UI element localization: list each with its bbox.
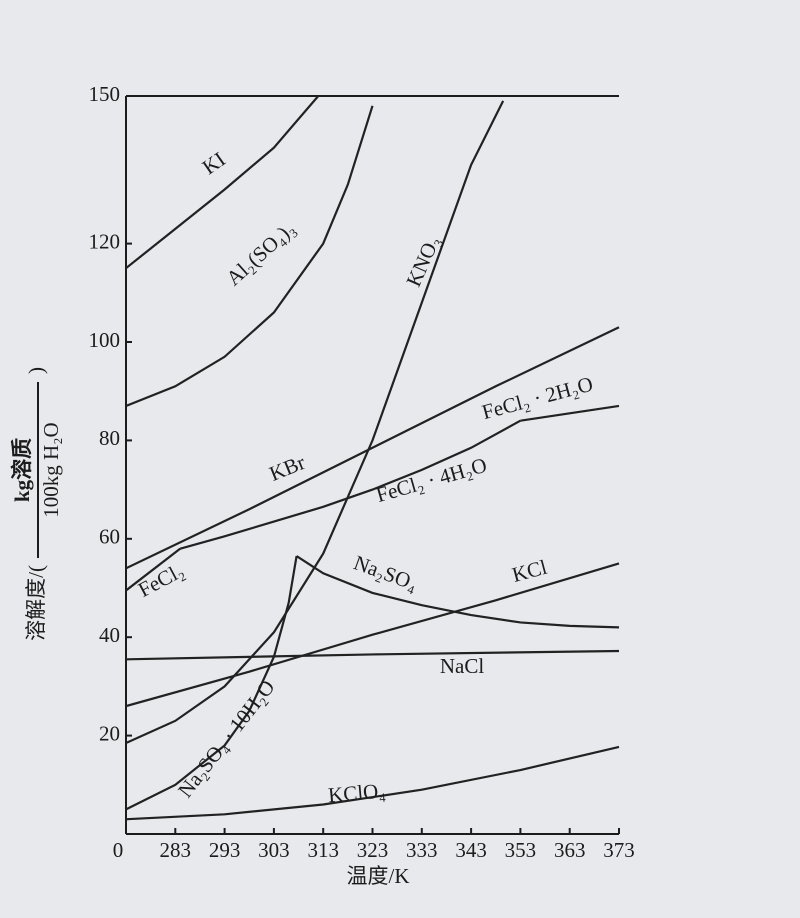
y-tick-label: 60: [99, 525, 120, 549]
x-tick-label: 363: [554, 838, 586, 862]
y-label-prefix: 溶解度/(: [24, 565, 48, 641]
x-tick-label: 313: [307, 838, 339, 862]
x-tick-label: 333: [406, 838, 438, 862]
y-label-suffix: ): [24, 367, 48, 374]
curve: [126, 555, 298, 811]
y-tick-label: 120: [89, 229, 121, 253]
curve: [126, 105, 374, 407]
curve-label: KClO₄: [327, 778, 386, 807]
curve: [126, 326, 620, 570]
x-tick-label: 353: [505, 838, 537, 862]
x-tick-label: 303: [258, 838, 290, 862]
curve: [126, 100, 505, 744]
x-axis-label: 温度/K: [347, 864, 410, 888]
curve: [126, 547, 181, 592]
x-tick-label: 293: [209, 838, 241, 862]
y-tick-label: 150: [89, 82, 121, 106]
curve: [126, 96, 320, 270]
x-tick-label: 343: [455, 838, 487, 862]
y-axis-label: 溶解度/( kg溶质 100kg H₂O ): [10, 367, 63, 641]
curve: [179, 419, 521, 550]
y-tick-label: 20: [99, 721, 120, 745]
x-tick-label: 283: [160, 838, 192, 862]
x-tick-label: 0: [113, 838, 124, 862]
y-label-denominator: 100kg H₂O: [39, 422, 63, 517]
curve: [126, 745, 620, 821]
y-tick-label: 80: [99, 426, 120, 450]
x-tick-label: 323: [357, 838, 389, 862]
plot: [126, 96, 620, 821]
curve-label: NaCl: [440, 654, 484, 678]
x-tick-label: 373: [603, 838, 635, 862]
y-tick-label: 40: [99, 623, 120, 647]
curve: [520, 404, 620, 422]
curve: [295, 555, 620, 629]
curve: [126, 562, 620, 708]
y-tick-label: 100: [89, 328, 121, 352]
curve: [126, 649, 620, 661]
y-label-numerator: kg溶质: [10, 438, 34, 502]
